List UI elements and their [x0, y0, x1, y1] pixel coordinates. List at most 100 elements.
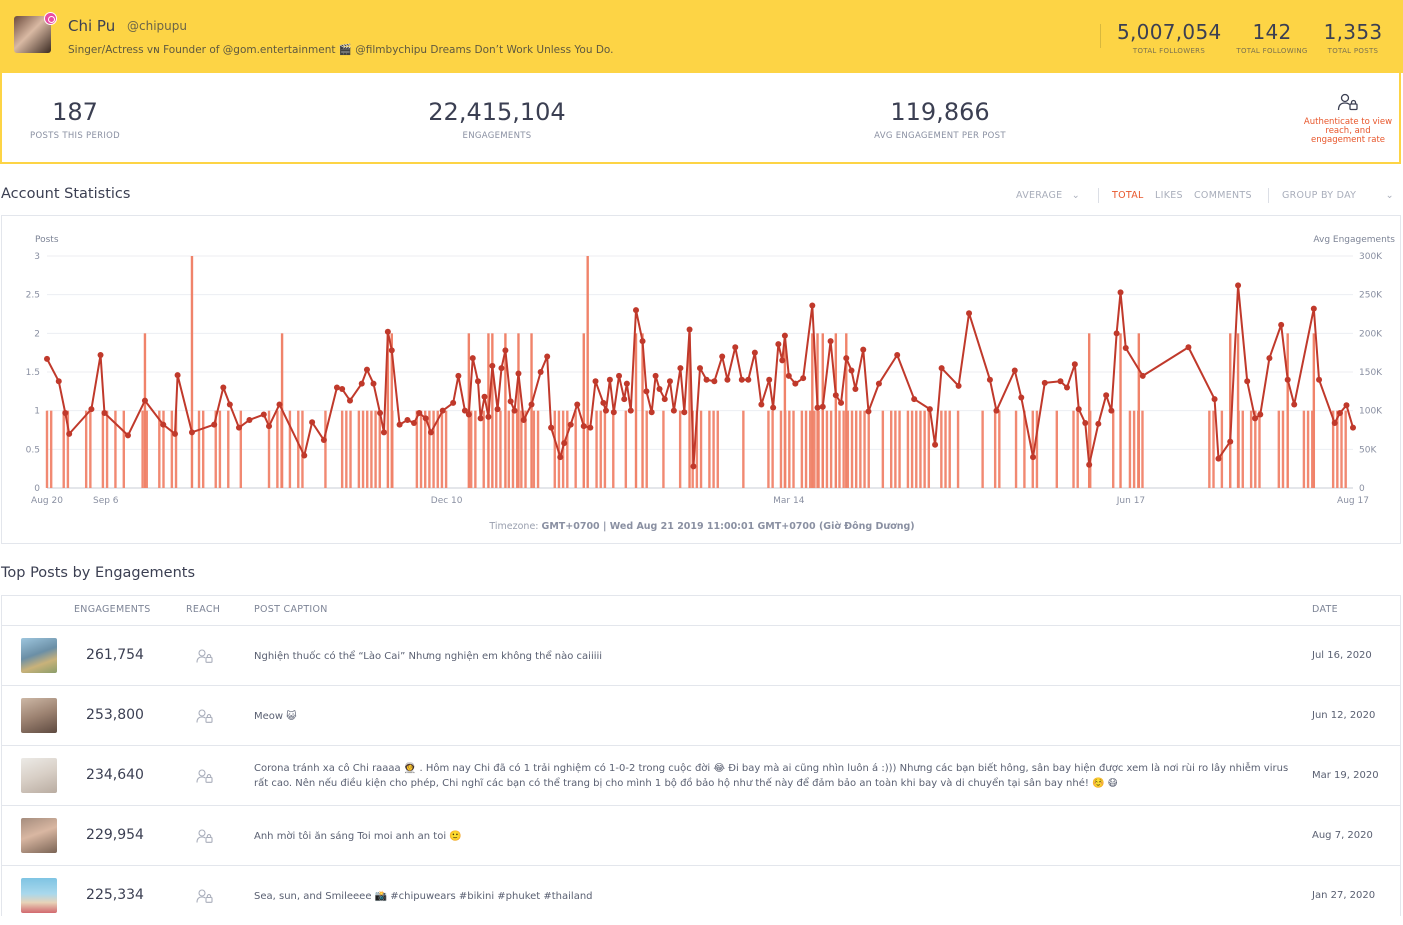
posts-bar [114, 410, 117, 488]
posts-bar [1340, 410, 1343, 488]
summary-value: 119,866 [890, 98, 990, 126]
avg-engagement-point [537, 369, 544, 375]
date-header[interactable]: DATE [1312, 604, 1338, 615]
posts-bar [804, 410, 808, 488]
authenticate-link[interactable]: Authenticate to view reach, and engageme… [1302, 93, 1394, 145]
avg-engagement-point [1030, 454, 1037, 461]
posts-bar [143, 333, 147, 488]
posts-bar [507, 410, 511, 488]
posts-bar [927, 410, 931, 488]
table-row[interactable]: 234,640 Corona tránh xa cô Chi raaaa 👩‍🚀 … [2, 745, 1400, 805]
posts-bar [428, 410, 431, 488]
posts-bar [842, 410, 845, 488]
avg-engagement-point [738, 376, 745, 383]
likes-tab[interactable]: LIKES [1155, 190, 1183, 201]
avg-engagement-point [781, 332, 788, 339]
avg-engagement-point [1185, 344, 1192, 351]
posts-bar [998, 410, 1001, 488]
avg-engagement-point [465, 411, 472, 418]
post-thumbnail[interactable] [21, 818, 57, 853]
stat-label: TOTAL POSTS [1327, 47, 1379, 55]
avg-engagement-point [681, 409, 688, 416]
engagements-summary: 22,415,104 ENGAGEMENTS [417, 98, 577, 141]
chevron-down-icon: ⌄ [1385, 190, 1394, 201]
avg-engagement-point [766, 376, 773, 383]
posts-bar [1137, 333, 1141, 488]
posts-bar [566, 410, 569, 488]
avg-engagement-point [587, 424, 594, 431]
avg-engagement-point [498, 365, 505, 372]
post-thumbnail[interactable] [21, 878, 57, 913]
post-thumbnail[interactable] [21, 638, 57, 673]
table-row[interactable]: 253,800 Meow 😺 Jun 12, 2020 [2, 685, 1400, 745]
posts-bar [712, 410, 715, 488]
reach-header[interactable]: REACH [186, 604, 221, 615]
avg-engagement-point [1257, 411, 1264, 418]
avg-engagement-point [220, 384, 227, 391]
posts-bar [634, 333, 638, 488]
avg-engagement-point [686, 326, 693, 333]
avg-engagement-point [751, 349, 758, 356]
posts-bar [340, 410, 344, 488]
avg-engagement-point [377, 409, 384, 416]
avg-engagement-point [544, 353, 551, 360]
posts-bar [49, 410, 53, 488]
group-by-dropdown[interactable]: GROUP BY DAY ⌄ [1282, 190, 1394, 201]
reach-lock-icon [196, 888, 213, 903]
posts-bar [993, 410, 997, 488]
posts-bar [524, 410, 527, 488]
avg-engagement-point [507, 398, 514, 405]
posts-bar [586, 256, 589, 488]
post-thumbnail[interactable] [21, 698, 57, 733]
posts-bar [645, 410, 648, 488]
avg-engagement-point [616, 372, 623, 379]
avg-engagement-point [1071, 361, 1078, 368]
profile-handle[interactable]: @chipupu [127, 19, 187, 33]
avg-engagement-point [1336, 409, 1343, 416]
table-row[interactable]: 225,334 Sea, sun, and Smileeee 📸 #chipuwe… [2, 865, 1400, 925]
engagements-header[interactable]: ENGAGEMENTS [74, 604, 151, 615]
posts-bar [45, 410, 49, 488]
avg-engagement-point [938, 365, 945, 372]
avg-engagement-point [724, 376, 731, 383]
summary-value: 22,415,104 [428, 98, 566, 126]
posts-bar [361, 410, 365, 488]
posts-bar [1331, 410, 1335, 488]
posts-bar [1119, 333, 1122, 488]
avg-engagement-point [455, 372, 462, 379]
average-dropdown[interactable]: AVERAGE ⌄ [1016, 190, 1080, 201]
avg-engagement-point [1018, 394, 1025, 401]
posts-bar [349, 410, 352, 488]
posts-bar [520, 410, 523, 488]
posts-bar [582, 333, 585, 488]
posts-bar [867, 410, 870, 488]
posts-bar [158, 410, 161, 488]
posts-bar [910, 410, 914, 488]
table-row[interactable]: 229,954 Anh mời tôi ăn sáng Toi moi anh a… [2, 805, 1400, 865]
posts-bar [1344, 410, 1347, 488]
posts-bar [1128, 410, 1132, 488]
posts-bar [390, 333, 393, 488]
posts-bar [771, 410, 774, 488]
avg-engagement-point [1117, 289, 1124, 296]
avg-engagement-point [602, 407, 609, 414]
posts-this-period: 187 POSTS THIS PERIOD [20, 98, 130, 141]
post-date: Jun 12, 2020 [1312, 710, 1376, 721]
avg-engagement-point [697, 365, 703, 372]
avg-engagement-point [404, 416, 411, 423]
posts-bar [1281, 410, 1285, 488]
total-tab[interactable]: TOTAL [1112, 190, 1144, 201]
posts-bar [859, 410, 862, 488]
caption-header: POST CAPTION [254, 604, 328, 615]
comments-tab[interactable]: COMMENTS [1194, 190, 1252, 201]
avg-engagement-point [1086, 461, 1093, 468]
posts-bar [641, 333, 644, 488]
avg-engagement-point [832, 392, 839, 399]
post-thumbnail[interactable] [21, 758, 57, 793]
avg-engagement-point [561, 440, 568, 447]
avg-engagement-point [1211, 396, 1218, 403]
avg-engagement-point [666, 378, 673, 385]
avg-engagement-point [358, 380, 365, 387]
table-row[interactable]: 261,754 Nghiện thuốc có thể “Lào Cai” Như… [2, 625, 1400, 685]
average-label: AVERAGE [1016, 190, 1063, 201]
